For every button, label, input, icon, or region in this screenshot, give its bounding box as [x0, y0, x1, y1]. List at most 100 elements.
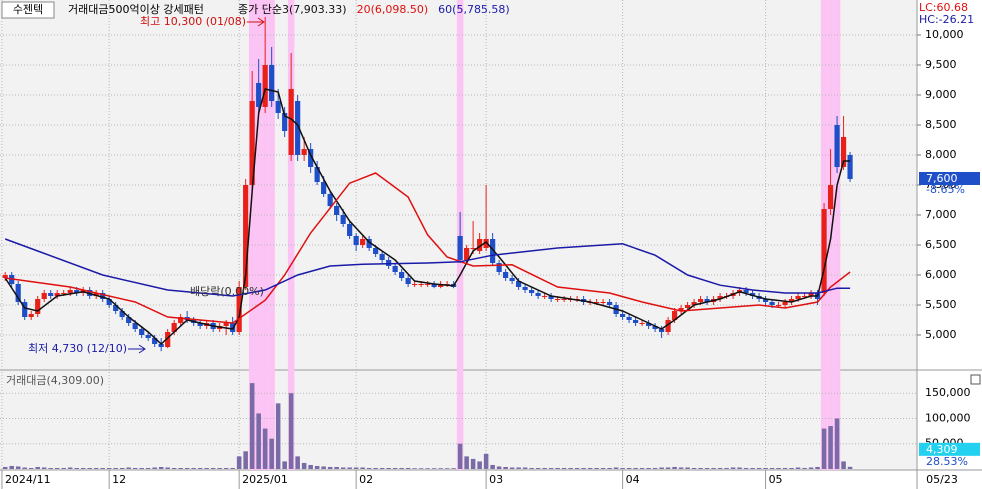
axis-background: [917, 0, 982, 489]
volume-bar: [119, 467, 125, 469]
candle-body: [236, 286, 242, 332]
volume-bar: [691, 467, 697, 469]
candle-body: [535, 292, 541, 296]
high-annotation: 최고 10,300 (01/08): [140, 15, 246, 28]
candle-body: [132, 322, 138, 329]
volume-bar: [334, 466, 339, 469]
candle-body: [54, 292, 60, 296]
volume-bar: [490, 464, 495, 469]
volume-bar: [126, 467, 131, 469]
volume-bar: [763, 467, 768, 469]
candle-body: [275, 100, 281, 113]
y-tick-label: 5,000: [925, 328, 957, 341]
candle-body: [509, 277, 515, 281]
candle-body: [28, 313, 34, 317]
candle-body: [152, 337, 158, 344]
candle-body: [373, 247, 379, 254]
volume-bar: [802, 467, 807, 469]
x-tick-label: 2025/01: [242, 473, 288, 486]
volume-bar: [386, 467, 391, 469]
candle-body: [775, 304, 782, 306]
volume-bar: [171, 467, 177, 469]
candle-body: [165, 331, 171, 347]
candle-body: [353, 235, 359, 245]
volume-bar: [210, 467, 216, 469]
candle-body: [145, 334, 151, 338]
candle-body: [100, 292, 106, 299]
volume-bar: [87, 467, 92, 469]
y-tick-label: 7,000: [925, 208, 957, 221]
volume-bar: [548, 467, 554, 469]
candle-body: [808, 292, 814, 296]
volume-bar: [54, 467, 60, 469]
volume-bar: [165, 467, 170, 469]
volume-bar: [581, 467, 586, 469]
ex-dividend-annotation: 배당락(0.00%): [190, 285, 264, 298]
candle-body: [821, 208, 827, 293]
volume-bar: [275, 403, 281, 469]
candle-body: [308, 148, 314, 167]
volume-bar: [730, 467, 736, 469]
volume-bar: [613, 467, 619, 469]
pattern-highlight: [287, 0, 295, 470]
volume-bar: [672, 466, 677, 469]
title-box: [1, 1, 55, 19]
x-tick-label: 12: [112, 473, 126, 486]
volume-bar: [847, 466, 853, 469]
volume-bar: [834, 418, 840, 469]
candle-body: [704, 298, 710, 302]
volume-bar: [366, 467, 372, 469]
volume-bar: [347, 467, 352, 469]
volume-bar: [821, 428, 827, 469]
volume-bar: [28, 467, 34, 469]
volume-bar: [392, 467, 398, 469]
candle-body: [665, 319, 671, 332]
volume-bar: [282, 461, 287, 469]
volume-bar: [399, 467, 404, 469]
volume-label: 4,309: [926, 443, 958, 456]
volume-bar: [782, 467, 788, 469]
y-tick-label: 10,000: [925, 28, 964, 41]
volume-bar: [698, 467, 703, 469]
volume-bar: [594, 467, 599, 469]
candle-body: [366, 238, 372, 248]
volume-bar: [587, 467, 593, 469]
candle-body: [847, 154, 853, 179]
candle-body: [412, 283, 418, 285]
volume-bar: [464, 456, 469, 469]
volume-bar: [509, 467, 515, 469]
candle-body: [321, 181, 327, 194]
volume-bar: [626, 467, 632, 469]
candle-body: [503, 271, 509, 278]
volume-bar: [80, 467, 86, 469]
volume-bar: [425, 468, 430, 469]
candle-body: [743, 289, 749, 293]
volume-bar: [379, 467, 385, 469]
volume-bar: [841, 461, 846, 469]
close-button[interactable]: [970, 374, 981, 385]
volume-bar: [197, 467, 203, 469]
candle-body: [840, 136, 847, 167]
volume-bar: [230, 467, 235, 469]
candle-body: [22, 301, 28, 317]
volume-bar: [132, 467, 138, 469]
volume-bar: [184, 467, 190, 469]
candle-body: [639, 322, 645, 324]
pattern-highlight: [268, 0, 275, 470]
volume-bar: [457, 443, 463, 469]
candle-body: [516, 280, 522, 287]
candle-body: [288, 88, 294, 155]
candle-body: [522, 286, 528, 290]
volume-bar: [561, 467, 567, 469]
candle-body: [607, 301, 613, 305]
candle-body: [379, 253, 385, 260]
volume-bar: [308, 464, 313, 469]
volume-bar: [750, 467, 755, 469]
candle-body: [301, 148, 307, 155]
volume-bar: [444, 468, 450, 469]
volume-bar: [327, 466, 333, 469]
volume-bar: [529, 467, 534, 469]
volume-bar: [633, 467, 638, 469]
volume-bar: [451, 468, 456, 469]
volume-bar: [412, 468, 417, 469]
